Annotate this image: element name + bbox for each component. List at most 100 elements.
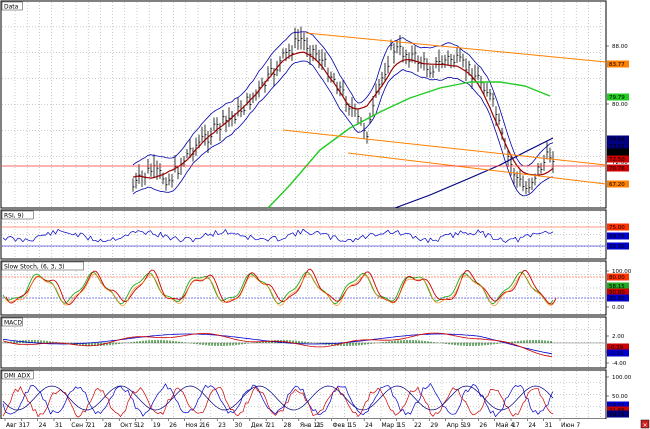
- x-axis-label: 24: [39, 422, 47, 429]
- price-tag: [607, 410, 629, 418]
- stoch-d-line: [5, 268, 557, 305]
- x-axis-label: 31: [545, 422, 553, 429]
- adx-line: [2, 385, 554, 411]
- x-axis-label: 24: [528, 422, 536, 429]
- panel-title: DMI ADX: [4, 373, 30, 380]
- axis-tick-label: 88.00: [612, 44, 628, 50]
- panel-1: Data88.0080.0072.0083.7779.7974.5473.517…: [0, 0, 629, 209]
- rsi-line: [2, 228, 554, 243]
- price-tag-label: -0.39: [609, 345, 624, 351]
- x-axis-label: 17: [512, 422, 520, 429]
- channel-upper: [305, 32, 607, 63]
- price-tag-label: 19.71: [609, 412, 625, 418]
- price-tag: [607, 155, 629, 163]
- x-axis-label: 23: [218, 422, 226, 429]
- stoch-signal-line: [4, 273, 555, 307]
- x-axis-label: 21: [88, 422, 96, 429]
- axis-tick-label: 0.00: [612, 305, 625, 311]
- panel-title: RSI, 9): [4, 213, 24, 220]
- price-tag-label: 74.54: [609, 137, 625, 143]
- axis-tick-label: 100.00: [612, 375, 632, 381]
- price-tag-label: 72.53: [609, 150, 625, 156]
- x-axis-label: 28: [104, 422, 112, 429]
- price-tag: [607, 135, 629, 143]
- panel-title-box: [1, 210, 34, 220]
- price-tag: [607, 223, 629, 231]
- x-axis-label: 24: [365, 422, 373, 429]
- corner-button[interactable]: ×: [640, 419, 650, 429]
- price-tag: [607, 180, 629, 188]
- x-axis: Авг 3 17 24 31 Сен 721 28 Окт 512 19 26 Ноя 216 23…: [0, 419, 650, 429]
- x-axis-label: 17: [22, 422, 30, 429]
- panel-title: MACD: [4, 320, 22, 327]
- price-tag: [607, 294, 629, 302]
- channel-lower: [347, 152, 607, 185]
- panel-3: Slow Stoch, (6, 3, 3) 100.00 0.00 80.00 58.1…: [0, 260, 632, 316]
- x-axis-label: 15: [398, 422, 406, 429]
- x-axis-label: Мар 1: [381, 422, 400, 429]
- x-axis-label: 19: [463, 422, 471, 429]
- x-axis-label: 21: [267, 422, 275, 429]
- price-tag: [607, 282, 629, 290]
- panel-2: RSI, 9) 75.00 59.75 25.00: [0, 209, 629, 260]
- price-tag: [607, 406, 629, 414]
- price-tag-label: 75.00: [609, 225, 625, 231]
- price-tag: [607, 93, 629, 101]
- price-tag: [607, 164, 629, 172]
- x-axis-label: Июн 7: [561, 422, 580, 429]
- upper-band: [132, 31, 554, 167]
- moving-average-mid: [267, 81, 551, 209]
- price-tag-label: -1.10: [609, 351, 624, 357]
- x-axis-label: Апр 5: [447, 422, 465, 429]
- price-tag-label: 58.15: [609, 284, 625, 290]
- price-tag-label: 67.20: [609, 182, 625, 188]
- price-tag-label: 83.77: [609, 62, 625, 68]
- price-tag-label: 80.00: [609, 275, 625, 281]
- x-axis-label: 22: [414, 422, 422, 429]
- dmi-minus-line: [2, 386, 554, 418]
- x-axis-label: 16: [202, 422, 210, 429]
- price-tag-label: 73.51: [609, 144, 625, 150]
- x-axis-label: Янв 11: [300, 422, 321, 429]
- axis-tick-label: 100.00: [612, 269, 632, 275]
- price-tag: [607, 343, 629, 351]
- x-axis-label: 25: [316, 422, 324, 429]
- axis-tick-label: -4.00: [612, 361, 627, 367]
- price-tag: [607, 242, 629, 250]
- price-tag-label: 59.75: [609, 234, 625, 240]
- x-axis-label: Авг 3: [6, 422, 23, 429]
- channel-middle: [282, 129, 607, 166]
- x-axis-label: 30: [235, 422, 243, 429]
- price-tag-label: 50.00: [609, 290, 625, 296]
- price-tag: [607, 288, 629, 296]
- panel-title-box: [1, 261, 84, 271]
- x-axis-label: Окт 5: [120, 422, 138, 429]
- axis-tick-label: 80.00: [612, 102, 628, 108]
- x-axis-label: Дек 7: [251, 422, 269, 429]
- lower-band: [132, 60, 554, 197]
- axis-tick-label: 72.00: [612, 160, 628, 166]
- x-axis-label: 15: [349, 422, 357, 429]
- dmi-plus-line: [2, 383, 554, 418]
- x-axis-label: 19: [153, 422, 161, 429]
- price-tag: [607, 60, 629, 68]
- panel-title-box: [1, 317, 23, 327]
- moving-average-short: [132, 51, 554, 179]
- axis-tick-label: 2.00: [612, 334, 625, 340]
- x-axis-label: Ноя 2: [186, 422, 204, 429]
- macd-signal-line: [2, 332, 553, 357]
- price-tag: [607, 273, 629, 281]
- moving-average-long: [394, 137, 554, 209]
- panel-title: Data: [4, 4, 19, 11]
- x-axis-label: 28: [284, 422, 292, 429]
- x-axis-label: 29: [430, 422, 438, 429]
- price-tag: [607, 401, 629, 409]
- price-tag-label: 24.11: [609, 403, 625, 409]
- x-axis-label: Сен 7: [71, 422, 89, 429]
- chart-panels: Data88.0080.0072.0083.7779.7974.5473.517…: [0, 0, 632, 420]
- panel-title: Slow Stoch, (6, 3, 3): [4, 264, 64, 271]
- price-tag-label: 25.00: [609, 244, 625, 250]
- price-tag-label: 20.00: [609, 296, 625, 302]
